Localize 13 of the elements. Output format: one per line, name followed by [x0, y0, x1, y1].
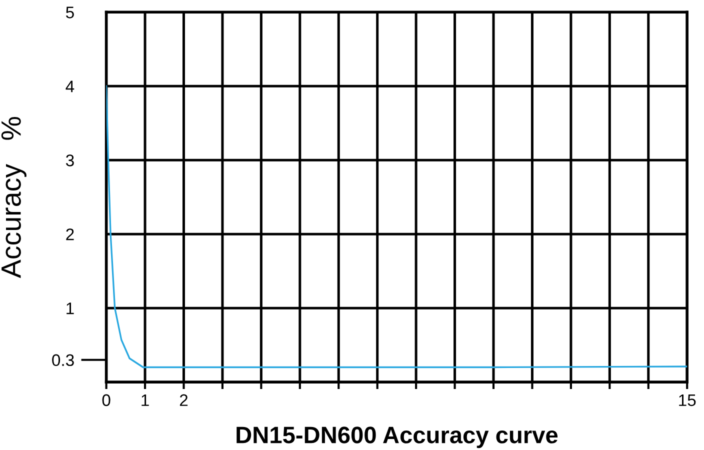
y-tick-label: 2 [66, 228, 74, 240]
x-tick-label: 0 [102, 394, 110, 406]
line-series [106, 85, 688, 368]
y-tick-label: 1 [66, 302, 74, 314]
y-tick-label: 5 [66, 6, 74, 18]
y-tick-label: 0.3 [52, 354, 74, 366]
x-tick-label: 1 [142, 394, 149, 406]
y-tick-label: 3 [66, 154, 74, 166]
y-axis-title: Accuracy % [1, 117, 26, 278]
y-tick-label: 4 [66, 80, 74, 92]
x-axis-title: DN15-DN600 Accuracy curve [236, 426, 558, 448]
x-tick-label: 2 [180, 394, 188, 406]
x-tick-label: 15 [679, 394, 696, 406]
